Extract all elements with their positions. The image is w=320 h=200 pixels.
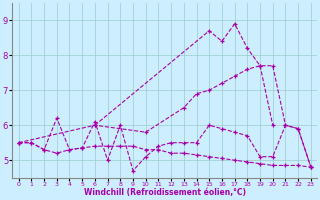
X-axis label: Windchill (Refroidissement éolien,°C): Windchill (Refroidissement éolien,°C): [84, 188, 246, 197]
